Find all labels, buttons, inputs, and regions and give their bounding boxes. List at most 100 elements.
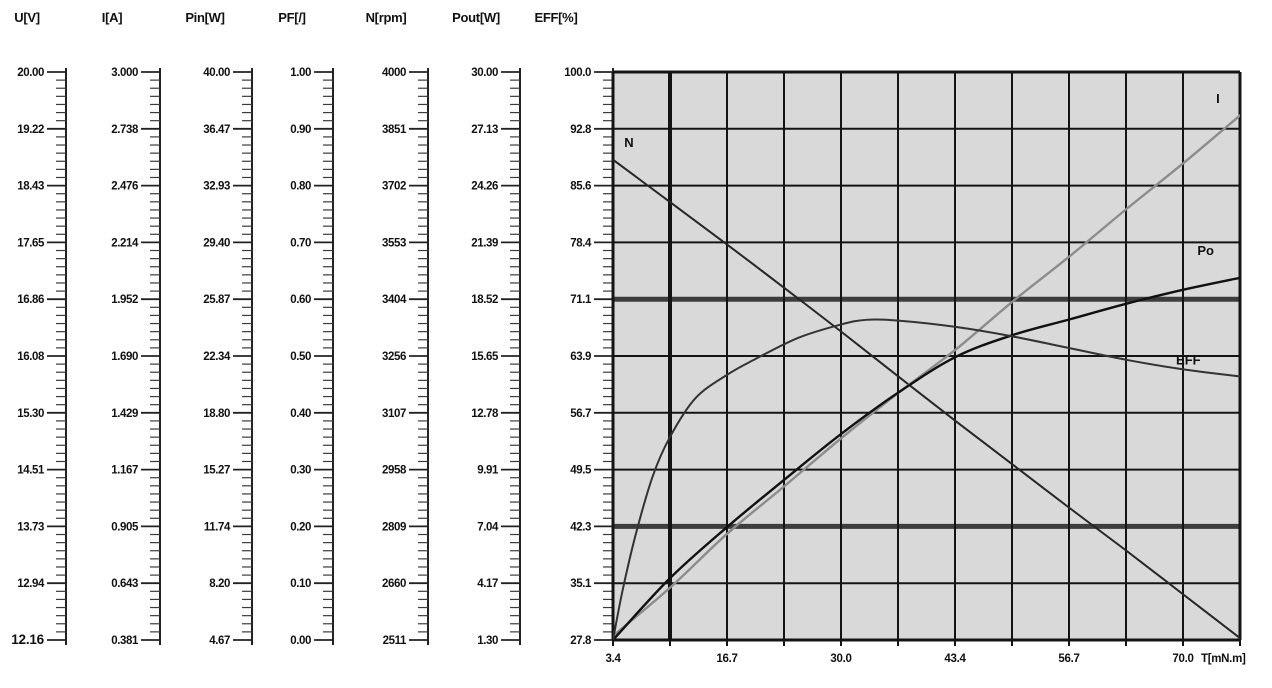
tick-label: 18.43 [17, 181, 44, 193]
tick-label: 29.40 [203, 237, 230, 249]
tick-label: 15.65 [471, 351, 499, 363]
x-tick-label: 30.0 [830, 653, 851, 665]
tick-label: 2.214 [111, 237, 139, 249]
tick-label: 71.1 [570, 294, 592, 306]
axis-column-N[rpm]: N[rpm] 4000 3851 3702 3553 3404 3256 3107 2958 28… [366, 10, 429, 647]
axis-header: U[V] [14, 10, 40, 25]
tick-label: 12.94 [17, 578, 45, 590]
curves-layer [613, 114, 1240, 640]
tick-label: 32.93 [203, 181, 230, 193]
tick-label: 63.9 [570, 351, 591, 363]
tick-label: 4.17 [477, 578, 498, 590]
tick-label: 27.8 [570, 635, 592, 647]
tick-label: 15.27 [203, 465, 230, 477]
tick-label: 78.4 [570, 237, 592, 249]
tick-label: 1.00 [290, 67, 311, 79]
curve-eff [613, 318, 1240, 640]
tick-label: 16.86 [17, 294, 44, 306]
curve-n [613, 158, 1240, 640]
tick-label: 1.429 [111, 408, 138, 420]
tick-label: 36.47 [203, 124, 230, 136]
tick-label: 0.643 [111, 578, 138, 590]
tick-label: 0.60 [290, 294, 311, 306]
tick-label: 0.90 [290, 124, 311, 136]
tick-label: 2511 [383, 635, 407, 647]
curve-label-po: Po [1197, 243, 1214, 258]
axis-column-Pout[W]: Pout[W] 30.00 27.13 24.26 21.39 18.52 15.65 12.… [452, 10, 521, 647]
tick-label: 0.20 [290, 521, 311, 533]
tick-label: 0.40 [290, 408, 311, 420]
tick-label: 0.00 [290, 635, 311, 647]
tick-label: 3851 [382, 124, 407, 136]
tick-label: 4000 [382, 67, 406, 79]
tick-label: 35.1 [570, 578, 592, 590]
axis-header: Pout[W] [452, 10, 500, 25]
tick-label: 2.738 [111, 124, 139, 136]
axis-header: N[rpm] [366, 10, 407, 25]
axis-column-I[A]: I[A] 3.000 2.738 2.476 2.214 1.952 1.690 1.429 1… [102, 10, 161, 647]
tick-label: 2.476 [111, 181, 138, 193]
tick-label: 2809 [382, 521, 406, 533]
curve-i [613, 114, 1240, 638]
tick-label: 0.80 [290, 181, 311, 193]
tick-label: 3107 [382, 408, 406, 420]
tick-label: 13.73 [17, 521, 44, 533]
axis-header: I[A] [102, 10, 122, 25]
tick-label: 11.74 [204, 521, 231, 533]
tick-label: 0.381 [111, 635, 139, 647]
curve-label-n: N [624, 135, 633, 150]
tick-label: 1.30 [477, 635, 498, 647]
tick-label: 8.20 [209, 578, 230, 590]
tick-label: 17.65 [17, 237, 45, 249]
curve-label-eff: EFF [1176, 353, 1201, 368]
x-tick-label: 43.4 [944, 653, 966, 665]
tick-label: 15.30 [17, 408, 44, 420]
tick-label: 1.952 [111, 294, 138, 306]
axis-column-Pin[W]: Pin[W] 40.00 36.47 32.93 29.40 25.87 22.34 18.8… [185, 10, 253, 647]
tick-label: 7.04 [477, 521, 499, 533]
tick-label: 3.000 [111, 67, 138, 79]
tick-label: 0.30 [290, 465, 311, 477]
axis-header: Pin[W] [185, 10, 224, 25]
axis-column-EFF[%]: EFF[%] 100.0 92.8 85.6 78.4 71.1 63.9 56.7 49.5 4… [535, 10, 614, 647]
tick-label: 18.52 [471, 294, 498, 306]
plot-area: 3.4 16.7 30.0 43.4 56.7 70.0 T[mN.m] N I Po EFF [605, 70, 1246, 665]
axis-header: EFF[%] [535, 10, 578, 25]
tick-label: 12.16 [11, 632, 44, 647]
tick-label: 18.80 [203, 408, 230, 420]
tick-label: 30.00 [471, 67, 498, 79]
tick-label: 0.905 [111, 521, 139, 533]
tick-label: 12.78 [471, 408, 499, 420]
tick-label: 2660 [382, 578, 406, 590]
x-tick-label: 56.7 [1058, 653, 1079, 665]
tick-label: 92.8 [570, 124, 592, 136]
tick-label: 9.91 [477, 465, 499, 477]
tick-label: 24.26 [471, 181, 498, 193]
tick-label: 4.67 [209, 635, 230, 647]
tick-label: 20.00 [17, 67, 44, 79]
curve-label-i: I [1216, 91, 1220, 106]
tick-label: 49.5 [570, 465, 592, 477]
tick-label: 0.50 [290, 351, 311, 363]
axis-header: PF[/] [278, 10, 305, 25]
x-tick-label: 3.4 [605, 653, 621, 665]
tick-label: 25.87 [203, 294, 230, 306]
x-axis-unit-label: T[mN.m] [1201, 653, 1246, 665]
tick-label: 3702 [382, 181, 406, 193]
tick-label: 19.22 [17, 124, 44, 136]
axis-column-U[V]: U[V] 20.00 19.22 18.43 17.65 16.86 16.08 15.30 1… [11, 10, 67, 647]
x-tick-label: 70.0 [1172, 653, 1193, 665]
tick-label: 21.39 [471, 237, 498, 249]
tick-label: 0.10 [290, 578, 311, 590]
tick-label: 56.7 [570, 408, 591, 420]
tick-label: 22.34 [203, 351, 231, 363]
tick-label: 14.51 [17, 465, 45, 477]
tick-label: 3256 [382, 351, 406, 363]
curve-po [613, 276, 1240, 640]
tick-label: 42.3 [570, 521, 591, 533]
tick-label: 2958 [382, 465, 407, 477]
tick-label: 3404 [382, 294, 407, 306]
x-tick-label: 16.7 [716, 653, 737, 665]
